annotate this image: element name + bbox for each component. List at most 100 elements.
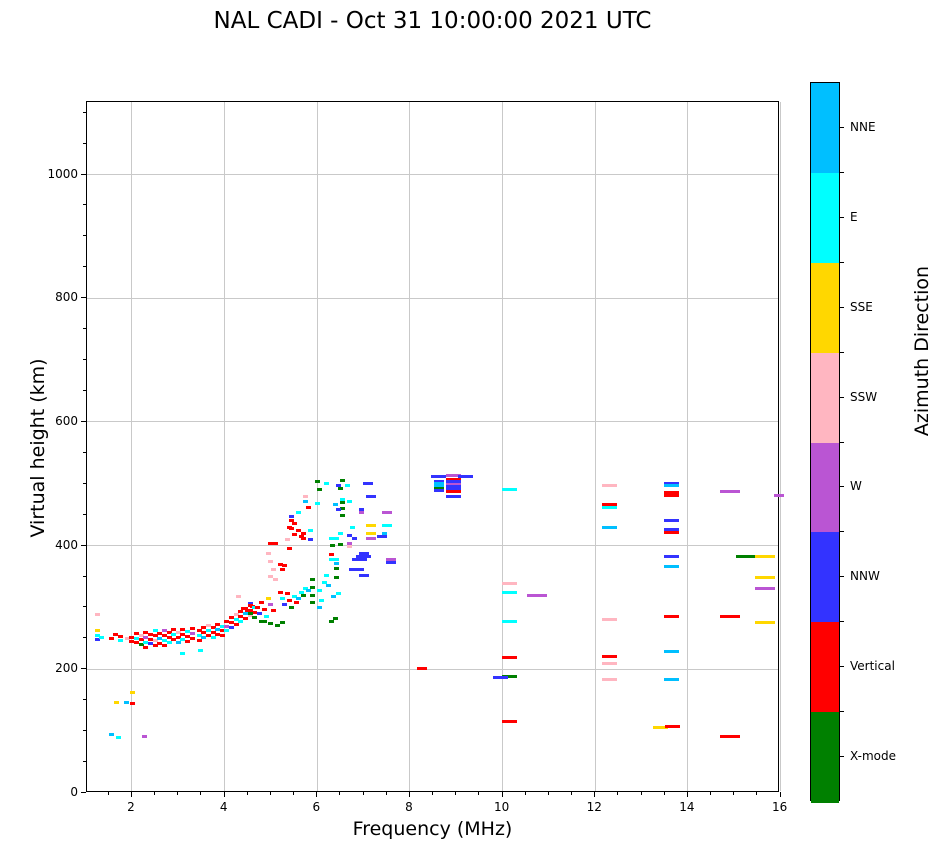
data-point [117, 638, 123, 642]
azimuth-colorbar [810, 82, 840, 803]
data-point [719, 735, 740, 739]
x-tick-label: 2 [127, 800, 135, 814]
data-point [664, 555, 680, 559]
data-point [755, 576, 776, 580]
data-point [252, 616, 258, 620]
y-gridline [87, 668, 778, 670]
data-point [236, 594, 242, 598]
colorbar-center-tick [840, 486, 844, 488]
data-point [142, 734, 148, 738]
y-minor-tick [83, 513, 86, 515]
y-minor-tick [83, 111, 86, 113]
colorbar-center-tick [840, 216, 844, 218]
data-point [99, 635, 105, 639]
y-gridline [87, 174, 778, 176]
x-minor-tick [385, 792, 387, 795]
data-point [261, 608, 267, 612]
data-point [527, 593, 548, 597]
data-point [351, 537, 357, 541]
y-minor-tick [83, 235, 86, 237]
colorbar-entry-label: W [850, 479, 862, 494]
data-point [331, 594, 337, 598]
y-minor-tick [83, 359, 86, 361]
y-minor-tick [83, 328, 86, 330]
data-point [94, 633, 100, 637]
data-point [157, 631, 163, 635]
data-point [431, 475, 447, 479]
x-major-tick [779, 792, 781, 797]
x-gridline [502, 102, 504, 791]
data-point [161, 628, 167, 632]
data-point [433, 480, 444, 484]
data-point [300, 531, 306, 535]
data-point [601, 484, 617, 488]
data-point [324, 573, 330, 577]
data-point [310, 578, 316, 582]
data-point [446, 480, 462, 484]
data-point [296, 529, 302, 533]
data-point [340, 479, 346, 483]
x-major-tick [501, 792, 503, 797]
y-gridline [87, 545, 778, 547]
y-minor-tick [83, 761, 86, 763]
data-point [108, 732, 114, 736]
data-point [328, 619, 334, 623]
data-point [446, 482, 462, 486]
data-point [358, 551, 369, 555]
data-point [664, 614, 680, 618]
data-point [138, 638, 144, 642]
data-point [270, 567, 276, 571]
y-major-tick [81, 792, 86, 793]
data-point [298, 534, 304, 538]
colorbar-boundary-tick [840, 621, 844, 623]
y-tick-label: 400 [55, 537, 78, 552]
data-point [337, 487, 343, 491]
data-point [287, 598, 292, 602]
data-point [446, 495, 462, 499]
data-point [238, 615, 244, 619]
data-point [259, 601, 265, 605]
data-point [347, 533, 353, 537]
data-point [446, 477, 462, 481]
data-point [256, 612, 262, 616]
data-point [152, 629, 158, 633]
data-point [180, 627, 186, 631]
colorbar-boundary-tick [840, 711, 844, 713]
data-point [138, 643, 144, 647]
data-point [502, 619, 518, 623]
data-point [601, 526, 617, 530]
colorbar-entry-label: E [850, 209, 858, 224]
data-point [175, 640, 181, 644]
data-point [340, 497, 346, 501]
colorbar-boundary-tick [840, 441, 844, 443]
x-minor-tick [710, 792, 712, 795]
data-point [433, 484, 444, 488]
data-point [166, 636, 172, 640]
data-point [134, 631, 140, 635]
y-major-tick [81, 420, 86, 422]
data-point [719, 614, 740, 618]
data-point [664, 565, 680, 569]
data-point [171, 628, 177, 632]
data-point [185, 635, 191, 639]
data-point [152, 634, 158, 638]
data-point [129, 635, 135, 639]
y-tick-label: 1000 [47, 166, 78, 181]
x-minor-tick [432, 792, 434, 795]
plot-area [86, 101, 785, 792]
x-minor-tick [756, 792, 758, 795]
colorbar-band-e [811, 172, 839, 264]
data-point [652, 725, 668, 729]
data-point [492, 676, 508, 680]
data-point [334, 562, 340, 566]
data-point [189, 636, 195, 640]
data-point [365, 537, 376, 541]
colorbar-band-w [811, 442, 839, 533]
colorbar-entry-label: Vertical [850, 659, 895, 674]
data-point [296, 596, 302, 600]
data-point [335, 483, 341, 487]
data-point [123, 701, 129, 705]
x-minor-tick [339, 792, 341, 795]
data-point [233, 613, 239, 617]
data-point [334, 575, 340, 579]
